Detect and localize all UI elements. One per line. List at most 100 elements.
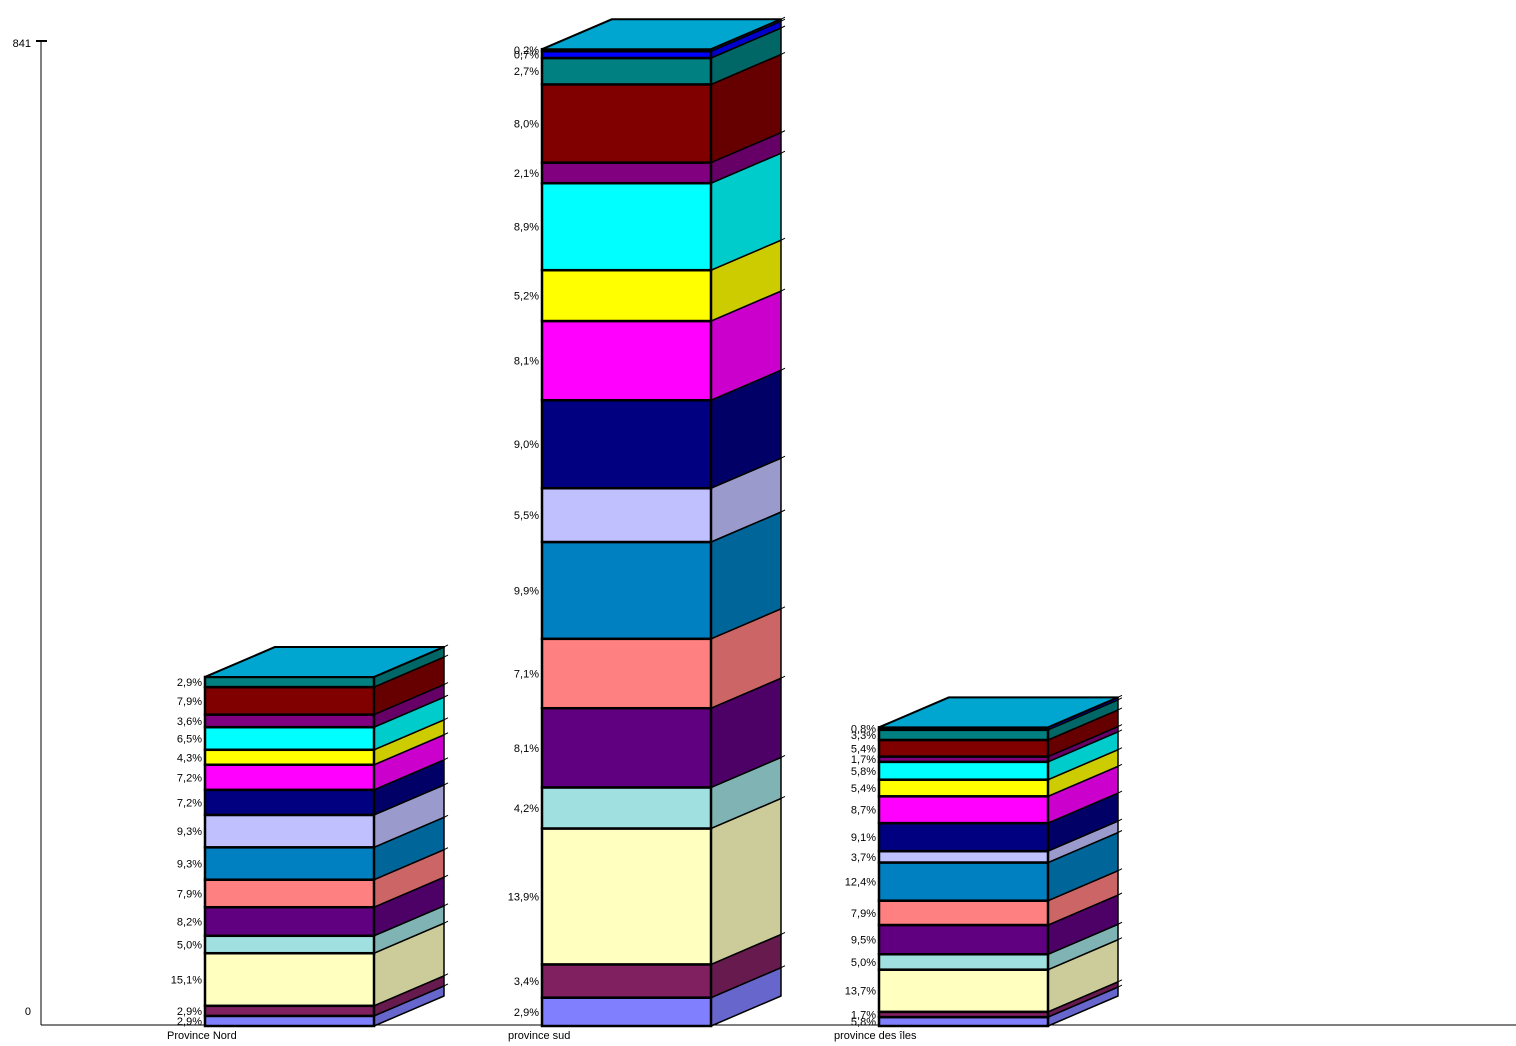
bar-segment bbox=[203, 675, 376, 689]
data-label: 5,2% bbox=[514, 291, 539, 303]
data-label: 9,0% bbox=[514, 439, 539, 451]
data-label: 8,0% bbox=[514, 119, 539, 131]
bar-stack: 2,9% 3,4% 13,9% 4,2% 8,1% 7,1% 9,9% 5,5% 9,0% 8,1… bbox=[508, 16, 786, 1028]
data-label: 5,0% bbox=[177, 939, 202, 951]
data-label: 2,9% bbox=[177, 677, 202, 689]
bar-segment bbox=[203, 763, 376, 792]
bar-segment bbox=[203, 878, 376, 909]
bar-segment bbox=[540, 161, 713, 185]
x-tick-label: province sud bbox=[508, 1030, 570, 1042]
data-label: 3,6% bbox=[177, 716, 202, 728]
bar-segment bbox=[540, 996, 713, 1028]
bar-segment bbox=[540, 827, 713, 966]
data-label: 12,4% bbox=[845, 877, 876, 889]
bar-segment bbox=[203, 1014, 376, 1028]
x-tick-label: Province Nord bbox=[167, 1030, 237, 1042]
bar-segment bbox=[203, 951, 376, 1008]
data-label: 7,9% bbox=[851, 908, 876, 920]
bar-top bbox=[204, 645, 445, 678]
bar-segment bbox=[203, 713, 376, 729]
data-label: 2,9% bbox=[177, 1006, 202, 1018]
bar-segment bbox=[203, 1004, 376, 1018]
data-label: 3,7% bbox=[851, 852, 876, 864]
bar-segment bbox=[877, 953, 1050, 971]
data-label: 0,8% bbox=[851, 724, 876, 736]
bar-segment bbox=[877, 899, 1050, 927]
data-label: 2,9% bbox=[514, 1007, 539, 1019]
data-label: 9,3% bbox=[177, 859, 202, 871]
data-label: 5,5% bbox=[514, 510, 539, 522]
bar-top bbox=[878, 696, 1119, 729]
bar-stack: 5,8%1,7%13,7%5,0%9,5%7,9%12,4%3,7%9,1%8,… bbox=[845, 694, 1123, 1029]
bar-segment bbox=[540, 83, 713, 164]
bar-segment bbox=[540, 637, 713, 710]
bar-segment bbox=[540, 540, 713, 641]
data-label: 0,2% bbox=[514, 45, 539, 57]
bars-group: 2,9%2,9%15,1%5,0%8,2%7,9%9,3%9,3%7,2%7,2… bbox=[171, 16, 1123, 1029]
data-label: 7,1% bbox=[514, 669, 539, 681]
bar-top bbox=[541, 18, 782, 51]
data-label: 2,9% bbox=[177, 1016, 202, 1028]
data-label: 5,4% bbox=[851, 783, 876, 795]
data-label: 7,2% bbox=[177, 797, 202, 809]
bar-segment bbox=[203, 905, 376, 938]
data-label: 0,7% bbox=[514, 50, 539, 62]
bar-segment bbox=[540, 963, 713, 999]
y-tick-label-max: 841 bbox=[13, 38, 31, 50]
data-label: 7,9% bbox=[177, 696, 202, 708]
data-label: 5,8% bbox=[851, 1017, 876, 1029]
data-label: 3,3% bbox=[851, 730, 876, 742]
data-label: 4,3% bbox=[177, 752, 202, 764]
bar-segment bbox=[203, 934, 376, 955]
data-label: 9,1% bbox=[851, 832, 876, 844]
data-label: 8,9% bbox=[514, 222, 539, 234]
data-label: 4,2% bbox=[514, 803, 539, 815]
data-label: 6,5% bbox=[177, 733, 202, 745]
bar-segment bbox=[877, 821, 1050, 853]
x-tick-label: province des îles bbox=[834, 1030, 917, 1042]
bar-segment bbox=[877, 778, 1050, 798]
bar-segment bbox=[540, 786, 713, 830]
data-label: 9,3% bbox=[177, 826, 202, 838]
bar-segment bbox=[877, 849, 1050, 864]
data-label: 9,5% bbox=[851, 935, 876, 947]
data-label: 13,9% bbox=[508, 891, 539, 903]
data-label: 9,9% bbox=[514, 585, 539, 597]
bar-segment bbox=[203, 685, 376, 716]
data-label: 5,0% bbox=[851, 957, 876, 969]
data-label: 15,1% bbox=[171, 974, 202, 986]
data-label: 2,1% bbox=[514, 168, 539, 180]
bar-segment bbox=[540, 319, 713, 402]
bar-segment bbox=[877, 795, 1050, 825]
bar-segment bbox=[540, 181, 713, 272]
data-label: 3,4% bbox=[514, 976, 539, 988]
bar-segment bbox=[877, 861, 1050, 902]
data-label: 13,7% bbox=[845, 986, 876, 998]
data-label: 1,7% bbox=[851, 754, 876, 766]
data-label: 1,7% bbox=[851, 1009, 876, 1021]
bar-segment bbox=[877, 760, 1050, 781]
bar-segment bbox=[540, 398, 713, 490]
data-label: 5,8% bbox=[851, 766, 876, 778]
data-label: 2,7% bbox=[514, 66, 539, 78]
data-label: 5,4% bbox=[851, 743, 876, 755]
data-label: 8,2% bbox=[177, 917, 202, 929]
bar-segment bbox=[203, 788, 376, 817]
data-label: 7,2% bbox=[177, 772, 202, 784]
bar-segment bbox=[540, 268, 713, 323]
bar-segment bbox=[540, 486, 713, 544]
bar-segment bbox=[203, 725, 376, 752]
data-label: 8,7% bbox=[851, 805, 876, 817]
bar-segment bbox=[877, 1015, 1050, 1028]
data-label: 8,1% bbox=[514, 743, 539, 755]
bar-segment bbox=[203, 846, 376, 881]
bar-segment bbox=[877, 738, 1050, 758]
bar-segment bbox=[540, 56, 713, 86]
bar-stack: 2,9%2,9%15,1%5,0%8,2%7,9%9,3%9,3%7,2%7,2… bbox=[171, 644, 449, 1028]
bar-segment bbox=[203, 813, 376, 849]
y-tick-label-min: 0 bbox=[25, 1006, 31, 1018]
bar-segment bbox=[877, 728, 1050, 742]
data-label: 7,9% bbox=[177, 888, 202, 900]
bar-segment bbox=[203, 748, 376, 767]
